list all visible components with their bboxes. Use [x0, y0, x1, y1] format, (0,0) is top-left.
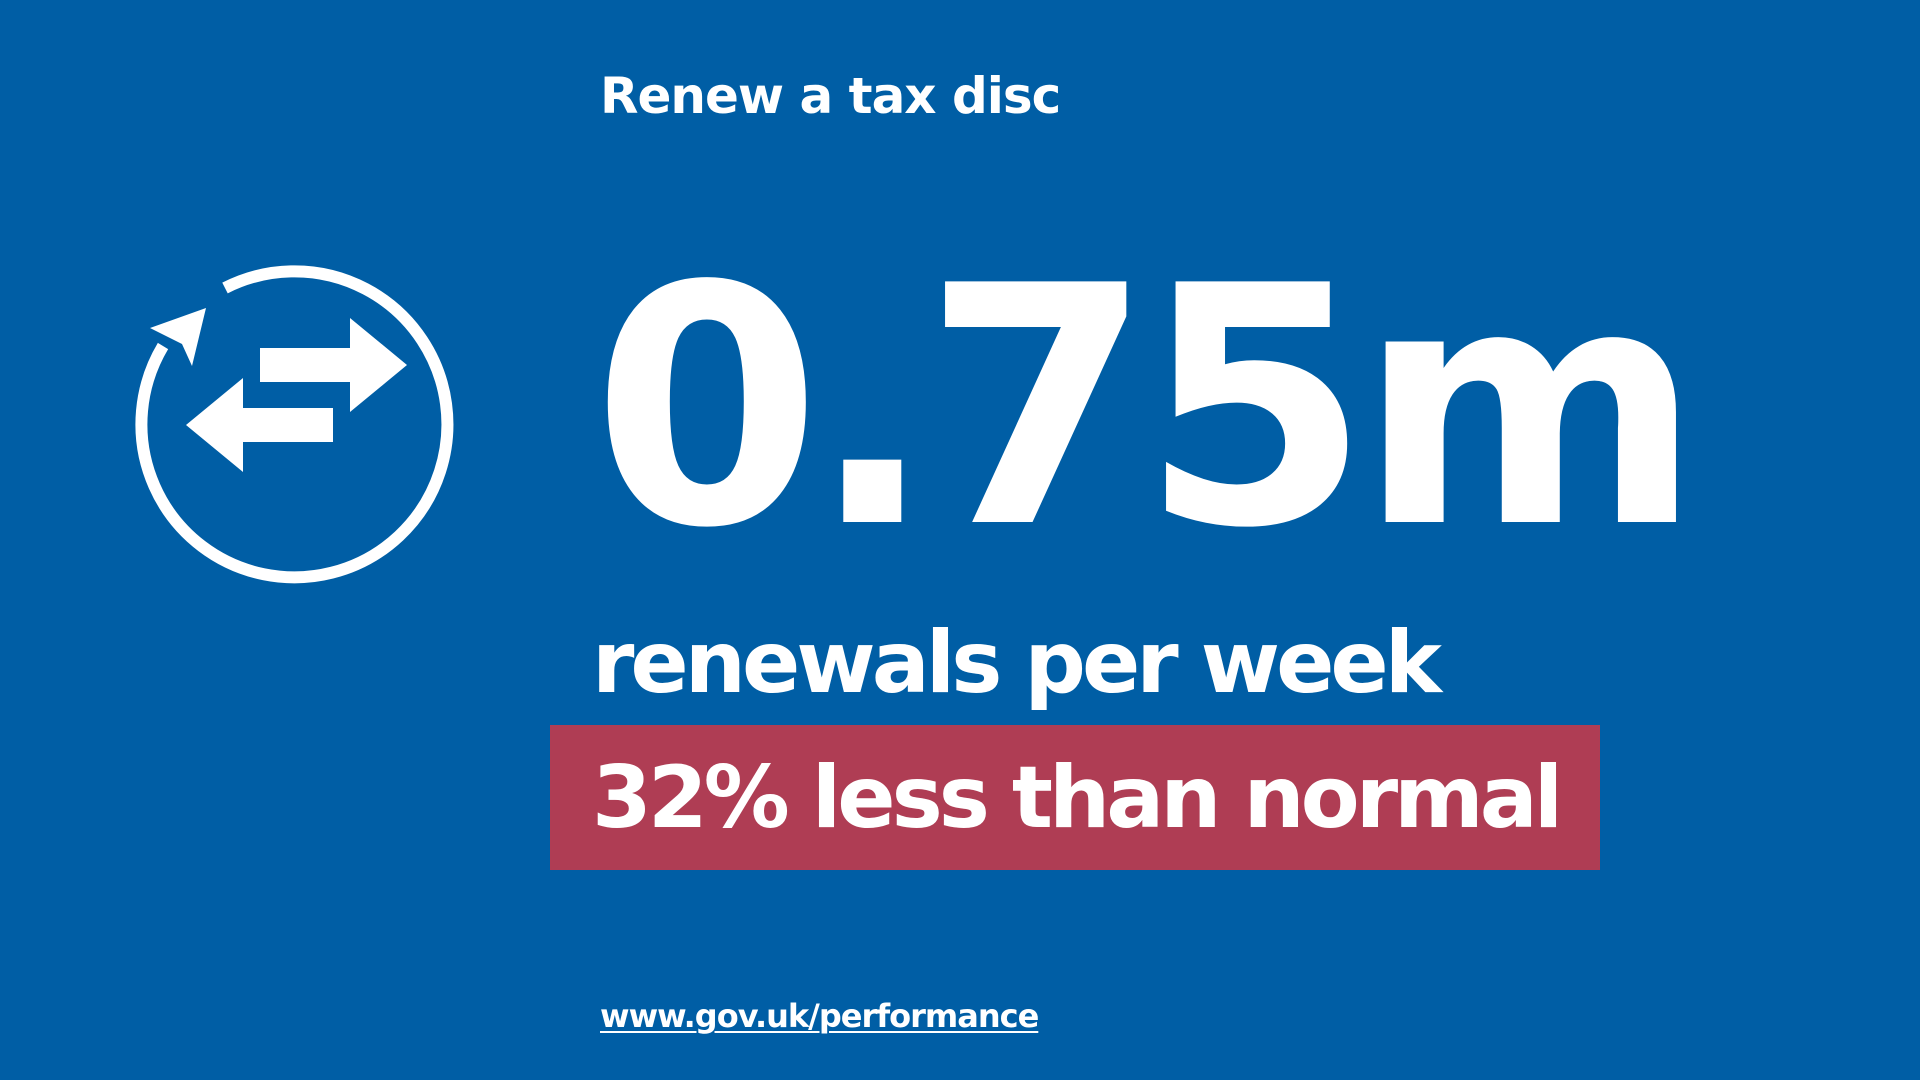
renew-arc-arrowhead	[150, 308, 206, 366]
change-text: 32% less than normal	[592, 748, 1563, 848]
renew-circle-arc	[135, 265, 454, 584]
metric-unit-label: renewals per week	[592, 613, 1442, 713]
service-title: Renew a tax disc	[600, 67, 1061, 125]
change-badge: 32% less than normal	[550, 725, 1600, 870]
performance-link[interactable]: www.gov.uk/performance	[600, 997, 1039, 1035]
left-arrow-shape	[186, 378, 333, 472]
metric-value: 0.75m	[592, 216, 1702, 600]
renew-exchange-arrows-icon	[120, 250, 480, 610]
right-arrow-shape	[260, 318, 407, 412]
